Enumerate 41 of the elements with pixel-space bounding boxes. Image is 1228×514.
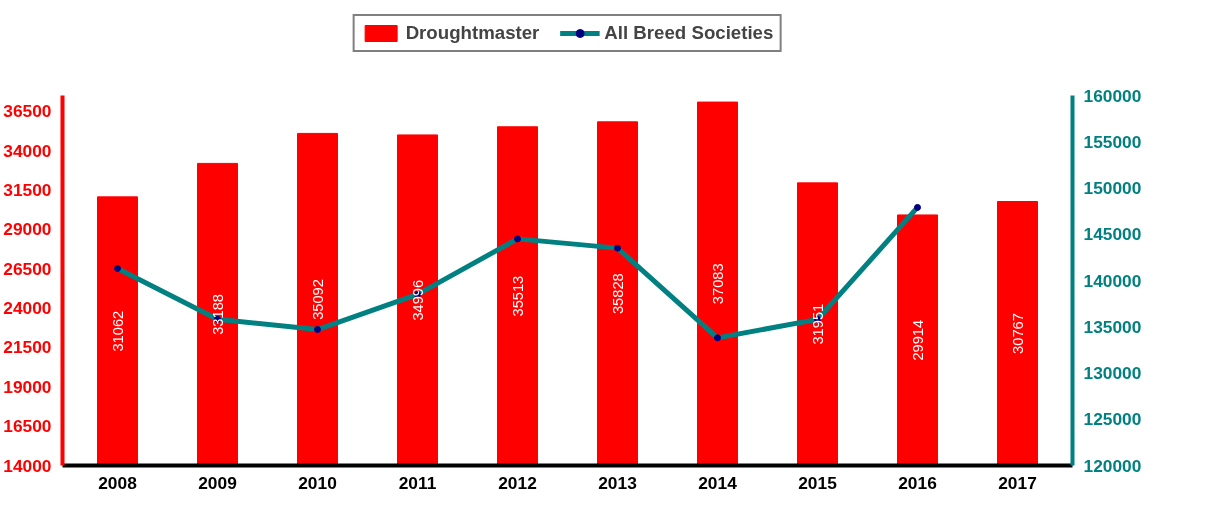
data-label: 33188	[209, 294, 226, 335]
y-tick-label: 14000	[3, 455, 52, 476]
y2-tick-label: 155000	[1083, 131, 1142, 152]
y2-tick-label: 160000	[1083, 85, 1142, 106]
data-label: 37083	[709, 263, 726, 305]
y2-tick-label: 135000	[1083, 316, 1142, 337]
y-tick-label: 24000	[3, 298, 52, 319]
x-tick-label: 2009	[198, 472, 237, 493]
x-tick-label: 2013	[598, 472, 638, 493]
y2-tick-label: 150000	[1083, 178, 1142, 198]
x-tick-label: 2016	[898, 472, 938, 493]
data-label: 29914	[909, 319, 926, 361]
x-tick-label: 2015	[798, 472, 838, 493]
y2-tick-label: 130000	[1083, 363, 1142, 383]
data-label: 35092	[309, 279, 326, 320]
y-tick-label: 36500	[3, 101, 52, 122]
x-tick-label: 2008	[98, 472, 138, 493]
data-label: 34996	[409, 279, 426, 321]
y2-tick-label: 145000	[1083, 224, 1142, 245]
data-label: 35828	[609, 273, 626, 315]
x-tick-label: 2010	[298, 472, 337, 493]
x-tick-label: 2011	[398, 472, 437, 493]
y-tick-label: 34000	[3, 140, 52, 161]
y2-tick-label: 140000	[1083, 270, 1142, 291]
y-tick-label: 21500	[3, 337, 52, 358]
data-label: 30767	[1009, 313, 1026, 354]
data-label: 31062	[109, 310, 126, 352]
y-tick-label: 31500	[3, 179, 52, 200]
y-tick-label: 19000	[3, 376, 52, 397]
y2-tick-label: 125000	[1083, 409, 1142, 430]
y-tick-label: 29000	[3, 219, 52, 240]
legend-label: Droughtmaster	[405, 22, 540, 44]
x-tick-label: 2012	[498, 472, 537, 493]
data-label: 31951	[809, 303, 826, 345]
data-label: 35513	[509, 275, 526, 317]
y-tick-label: 26500	[3, 258, 52, 279]
x-tick-label: 2017	[998, 472, 1037, 493]
y-tick-label: 16500	[3, 416, 52, 437]
x-tick-label: 2014	[698, 472, 738, 493]
legend-label: All Breed Societies	[604, 22, 774, 44]
y2-tick-label: 120000	[1083, 455, 1142, 476]
